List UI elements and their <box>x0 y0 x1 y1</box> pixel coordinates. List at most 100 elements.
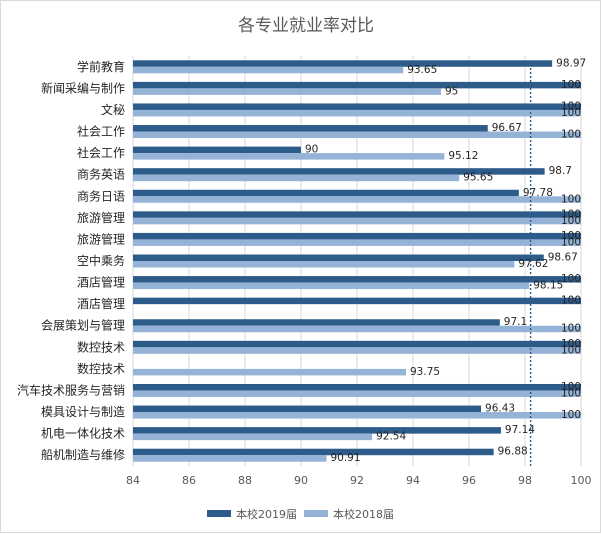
bar-2018 <box>133 109 581 117</box>
data-label: 96.67 <box>492 122 522 134</box>
bar-2018 <box>133 153 445 160</box>
data-label: 100 <box>561 409 581 421</box>
x-tick-label: 94 <box>406 474 420 487</box>
category-label: 数控技术 <box>77 361 125 376</box>
bar-2018 <box>133 368 406 376</box>
bar-2018 <box>133 131 581 139</box>
category-label: 机电一体化技术 <box>41 427 125 441</box>
category-label: 学前教育 <box>77 59 125 74</box>
data-label: 93.65 <box>407 64 437 76</box>
bar-2019 <box>133 168 545 175</box>
x-tick-labels: 84 86 88 90 92 94 96 98 100 <box>126 474 592 487</box>
bar-2018 <box>133 88 441 95</box>
category-label: 酒店管理 <box>77 275 125 290</box>
data-label: 100 <box>561 338 581 350</box>
bar-2018 <box>133 347 581 354</box>
bar-2019 <box>133 189 519 197</box>
x-tick-label: 84 <box>126 474 140 487</box>
data-label: 93.75 <box>410 366 440 378</box>
data-label: 90.91 <box>330 452 360 464</box>
legend-swatch <box>304 510 328 517</box>
x-tick-label: 98 <box>518 474 532 487</box>
bar-2018 <box>133 239 581 246</box>
bar-2019 <box>133 125 488 132</box>
data-label: 100 <box>561 79 581 91</box>
chart-title: 各专业就业率对比 <box>238 16 374 36</box>
bar-2018 <box>133 390 581 397</box>
category-label: 社会工作 <box>77 124 125 139</box>
bar-2019 <box>133 211 581 218</box>
bar-2019 <box>133 103 581 110</box>
data-label: 97.1 <box>504 316 527 328</box>
data-label: 90 <box>305 144 318 156</box>
data-label: 100 <box>561 387 581 399</box>
data-label: 100 <box>561 193 581 205</box>
data-label: 100 <box>561 381 581 393</box>
bar-2018 <box>133 282 530 290</box>
data-label: 97.14 <box>505 424 535 436</box>
bar-2019 <box>133 297 581 305</box>
data-label: 100 <box>561 295 581 307</box>
data-label: 98.97 <box>556 57 586 69</box>
bar-2019 <box>133 383 581 391</box>
category-label: 酒店管理 <box>77 296 125 311</box>
data-label: 98.67 <box>548 252 578 264</box>
category-label: 商务英语 <box>77 167 125 182</box>
bar-2019 <box>133 254 544 261</box>
bar-2019 <box>133 232 581 240</box>
data-label: 100 <box>561 344 581 356</box>
data-label: 97.62 <box>518 258 548 270</box>
bar-2019 <box>133 276 581 283</box>
bar-2018 <box>133 455 327 462</box>
category-label: 旅游管理 <box>77 210 125 225</box>
x-tick-label: 92 <box>350 474 364 487</box>
bar-2019 <box>133 405 482 413</box>
data-label: 92.54 <box>376 431 406 443</box>
bar-2018 <box>133 66 404 74</box>
data-label: 96.43 <box>485 403 515 415</box>
legend-label: 本校2018届 <box>333 507 394 521</box>
bar-2019 <box>133 146 301 154</box>
category-label: 空中乘务 <box>77 253 125 268</box>
data-label: 100 <box>561 215 581 227</box>
bar-2018 <box>133 325 581 333</box>
category-labels: 学前教育新闻采编与制作文秘社会工作社会工作商务英语商务日语旅游管理旅游管理空中乘… <box>17 59 125 462</box>
data-label: 95.65 <box>463 172 493 184</box>
bar-2018 <box>133 174 460 182</box>
x-tick-label: 88 <box>238 474 252 487</box>
data-label: 100 <box>561 273 581 285</box>
category-label: 社会工作 <box>77 145 125 160</box>
data-label: 96.88 <box>498 446 528 458</box>
data-label: 95 <box>445 85 458 97</box>
data-label: 100 <box>561 107 581 119</box>
category-label: 会展策划与管理 <box>41 318 125 333</box>
category-label: 汽车技术服务与营销 <box>17 382 125 397</box>
data-label: 98.15 <box>533 280 563 292</box>
x-tick-label: 86 <box>182 474 196 487</box>
data-label: 100 <box>561 100 581 112</box>
bar-2018 <box>133 412 581 419</box>
category-label: 文秘 <box>101 102 125 117</box>
category-label: 商务日语 <box>77 188 125 203</box>
category-label: 数控技术 <box>77 339 125 354</box>
x-tick-label: 90 <box>294 474 308 487</box>
category-label: 船机制造与维修 <box>41 447 125 462</box>
data-label: 98.7 <box>549 165 572 177</box>
data-label: 100 <box>561 230 581 242</box>
bar-2019 <box>133 448 494 456</box>
x-tick-label: 100 <box>571 474 592 487</box>
legend-swatch <box>207 510 231 517</box>
data-label: 95.12 <box>448 150 478 162</box>
data-label: 100 <box>561 323 581 335</box>
category-label: 旅游管理 <box>77 231 125 246</box>
bar-2018 <box>133 261 515 268</box>
bar-2018 <box>133 433 373 441</box>
bar-2019 <box>133 427 501 434</box>
bar-2018 <box>133 217 581 225</box>
bar-2019 <box>133 319 500 326</box>
bars: 98.9793.651009510010096.671009095.1298.7… <box>133 57 586 464</box>
category-label: 新闻采编与制作 <box>41 80 125 95</box>
category-label: 模具设计与制造 <box>41 405 125 419</box>
